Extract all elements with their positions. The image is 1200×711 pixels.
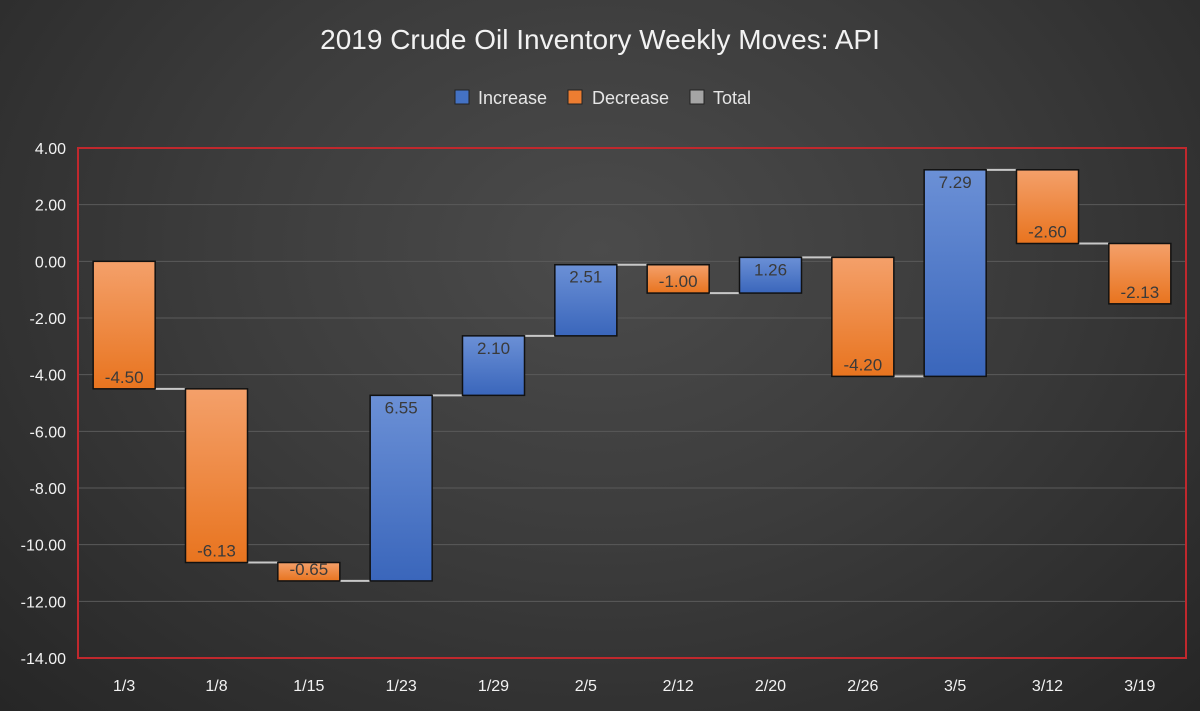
legend-label-total: Total	[713, 88, 751, 108]
bar-decrease	[92, 260, 156, 390]
y-tick-label: -12.00	[21, 594, 66, 611]
data-labels: -4.50 -6.13 -0.65 6.55 2.10 2.51 -1.00 1.26 -4.2…	[105, 173, 1159, 579]
bar-increase	[369, 394, 433, 582]
data-label: 1.26	[754, 260, 787, 279]
data-label: -6.13	[197, 542, 236, 561]
bars	[92, 169, 1172, 582]
data-label: -2.60	[1028, 222, 1067, 241]
data-label: -4.20	[843, 355, 882, 374]
x-axis: 1/3 1/8 1/15 1/23 1/29 2/5 2/12 2/20 2/26 3/5 3/12…	[113, 678, 1155, 695]
x-tick-label: 2/5	[575, 678, 597, 695]
y-tick-label: -8.00	[30, 481, 67, 498]
x-tick-label: 2/26	[847, 678, 878, 695]
x-tick-label: 3/5	[944, 678, 966, 695]
y-tick-label: -4.00	[30, 368, 67, 385]
legend-item-total[interactable]: Total	[689, 88, 751, 108]
x-tick-label: 3/19	[1124, 678, 1155, 695]
y-tick-label: 2.00	[35, 198, 66, 215]
data-label: -1.00	[659, 272, 698, 291]
bar-increase	[923, 169, 987, 378]
legend-item-increase[interactable]: Increase	[454, 88, 547, 108]
connectors	[155, 168, 1109, 582]
x-tick-label: 1/3	[113, 678, 135, 695]
bar-decrease	[1108, 242, 1172, 305]
legend-swatch-decrease	[567, 89, 583, 105]
plot-area-border	[77, 147, 1187, 659]
x-tick-label: 1/23	[386, 678, 417, 695]
bar-increase	[461, 335, 526, 397]
legend-item-decrease[interactable]: Decrease	[567, 88, 669, 108]
data-label: -0.65	[289, 560, 328, 579]
y-tick-label: -2.00	[30, 311, 67, 328]
data-label: 6.55	[385, 398, 418, 417]
bar-increase	[554, 263, 618, 337]
y-tick-label: 0.00	[35, 254, 66, 271]
data-label: -4.50	[105, 368, 144, 387]
chart-title: 2019 Crude Oil Inventory Weekly Moves: A…	[320, 24, 880, 55]
bar-decrease	[831, 256, 895, 378]
legend-label-decrease: Decrease	[592, 88, 669, 108]
legend: Increase Decrease Total	[454, 88, 751, 108]
data-label: -2.13	[1120, 283, 1159, 302]
data-label: 7.29	[939, 173, 972, 192]
y-axis: 4.00 2.00 0.00 -2.00 -4.00 -6.00 -8.00 -10.00 -1…	[21, 141, 66, 668]
y-tick-label: -10.00	[21, 538, 66, 555]
x-tick-label: 1/8	[205, 678, 227, 695]
legend-label-increase: Increase	[478, 88, 547, 108]
legend-swatch-total	[689, 89, 705, 105]
x-tick-label: 1/29	[478, 678, 509, 695]
legend-swatch-increase	[454, 89, 470, 105]
x-tick-label: 2/12	[663, 678, 694, 695]
x-tick-label: 2/20	[755, 678, 786, 695]
x-tick-label: 1/15	[293, 678, 324, 695]
bar-decrease	[184, 388, 249, 564]
bar-decrease	[1015, 169, 1080, 245]
bar-decrease	[277, 561, 341, 582]
x-tick-label: 3/12	[1032, 678, 1063, 695]
y-tick-label: -14.00	[21, 651, 66, 668]
y-tick-label: -6.00	[30, 424, 67, 441]
bar-decrease	[646, 263, 710, 294]
y-tick-label: 4.00	[35, 141, 66, 158]
data-label: 2.51	[569, 268, 602, 287]
data-label: 2.10	[477, 339, 510, 358]
bar-increase	[738, 256, 803, 294]
